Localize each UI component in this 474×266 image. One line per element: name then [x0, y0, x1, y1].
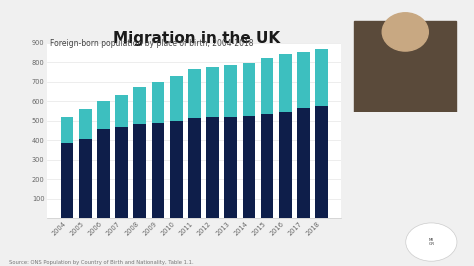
Bar: [279, 112, 292, 218]
Text: Source: ONS Population by Country of Birth and Nationality, Table 1.1.: Source: ONS Population by Country of Bir…: [9, 260, 194, 265]
Bar: [315, 49, 328, 106]
Bar: [188, 118, 201, 218]
Bar: [170, 76, 182, 120]
Circle shape: [382, 13, 428, 51]
Bar: [97, 101, 110, 129]
Bar: [97, 129, 110, 218]
Bar: [315, 106, 328, 218]
Circle shape: [406, 223, 457, 261]
Bar: [79, 139, 91, 218]
Bar: [79, 109, 91, 139]
Bar: [170, 120, 182, 218]
Bar: [134, 123, 146, 218]
Bar: [279, 54, 292, 112]
Bar: [206, 117, 219, 218]
Bar: [354, 21, 456, 112]
Bar: [206, 67, 219, 117]
Bar: [243, 63, 255, 116]
Text: MI
GR: MI GR: [428, 238, 434, 246]
Text: Foreign-born population by place of birth, 2004-2018: Foreign-born population by place of birt…: [50, 39, 253, 48]
Bar: [115, 127, 128, 218]
Bar: [224, 65, 237, 117]
Bar: [297, 52, 310, 108]
Bar: [297, 108, 310, 218]
Bar: [115, 95, 128, 127]
Bar: [261, 58, 273, 114]
Bar: [188, 69, 201, 118]
Text: Migration in the UK: Migration in the UK: [113, 31, 280, 45]
Bar: [224, 117, 237, 218]
Bar: [261, 114, 273, 218]
Bar: [152, 123, 164, 218]
Bar: [243, 116, 255, 218]
Bar: [152, 82, 164, 123]
Bar: [61, 117, 73, 143]
Bar: [61, 143, 73, 218]
Bar: [134, 88, 146, 123]
